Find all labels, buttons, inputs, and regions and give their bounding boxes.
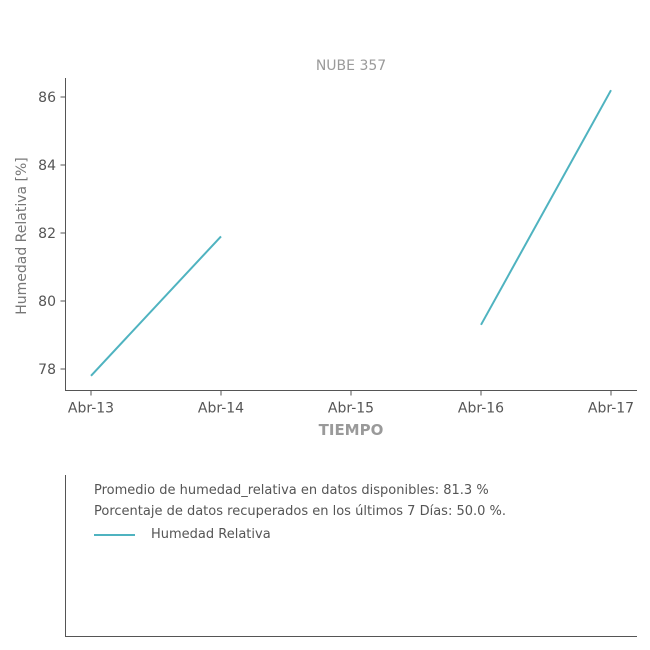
x-tick-label: Abr-16 (458, 401, 504, 417)
y-tick-label: 80 (38, 294, 56, 310)
series-group (90, 89, 612, 377)
x-tick-label: Abr-13 (68, 401, 114, 417)
y-axis-label: Humedad Relativa [%] (14, 157, 30, 315)
y-tick-label: 84 (38, 158, 56, 174)
x-tick-label: Abr-15 (328, 401, 374, 417)
y-tick-label: 82 (38, 226, 56, 242)
x-tick-label: Abr-14 (198, 401, 244, 417)
x-tick-label: Abr-17 (588, 401, 634, 417)
series-line-segment (480, 89, 612, 326)
recovered-text: Porcentaje de datos recuperados en los ú… (94, 504, 506, 519)
x-axis: Abr-13 Abr-14 Abr-15 Abr-16 Abr-17 (68, 390, 634, 417)
series-line-segment (90, 235, 222, 377)
chart-title: NUBE 357 (316, 58, 386, 74)
average-text: Promedio de humedad_relativa en datos di… (94, 483, 489, 498)
legend-label: Humedad Relativa (151, 527, 271, 542)
axes-frame (65, 78, 637, 391)
y-axis: 78 80 82 84 86 (38, 90, 66, 378)
y-tick-label: 86 (38, 90, 56, 106)
info-panel: Promedio de humedad_relativa en datos di… (65, 475, 637, 637)
x-axis-label: TIEMPO (319, 421, 384, 439)
info-panel-frame (65, 475, 637, 637)
y-tick-label: 78 (38, 362, 56, 378)
